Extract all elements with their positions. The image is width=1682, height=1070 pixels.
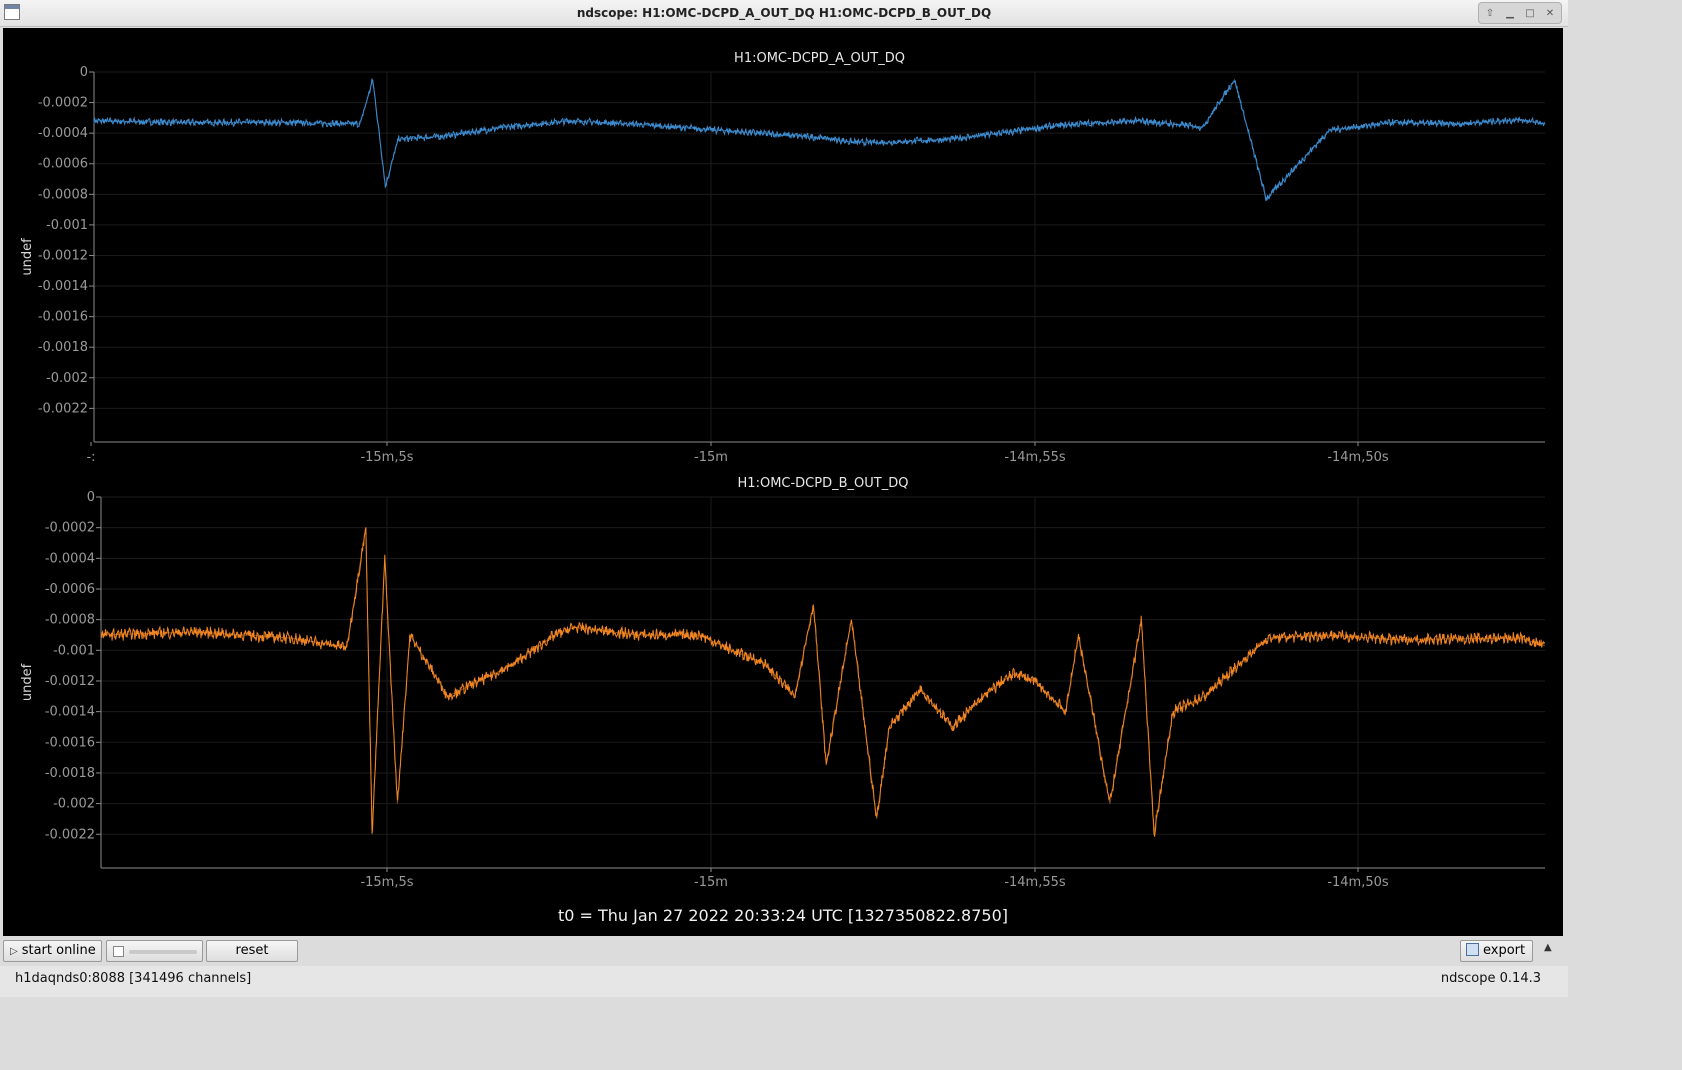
close-icon[interactable]: ✕	[1545, 7, 1555, 19]
x-tick-label: -15m,5s	[360, 875, 413, 890]
export-button[interactable]: export	[1460, 940, 1533, 962]
x-tick-label: -15m	[694, 450, 728, 465]
maximize-icon[interactable]: □	[1525, 7, 1535, 19]
export-label: export	[1483, 943, 1526, 958]
control-bar: ▷ start online reset export ▲	[0, 938, 1568, 966]
disabled-checkbox-control	[106, 940, 203, 962]
y-axis-label: undef	[20, 663, 35, 701]
y-tick-label: -0.002	[46, 371, 88, 386]
title-bar: ndscope: H1:OMC-DCPD_A_OUT_DQ H1:OMC-DCP…	[0, 0, 1568, 27]
x-tick-label: -14m,50s	[1327, 875, 1389, 890]
y-tick-label: -0.0016	[45, 735, 95, 750]
app-window-icon[interactable]	[4, 4, 20, 20]
series-trace	[100, 527, 1546, 837]
plot-area: 0 -0.0002 -0.0004 -0.0006 -0.0008 -0.001 -0.00…	[3, 28, 1563, 936]
y-tick-label: -0.0004	[45, 551, 95, 566]
y-tick-label: -0.0002	[45, 521, 95, 536]
y-tick-label: -0.0008	[45, 613, 95, 628]
x-tick-label: -14m,50s	[1327, 450, 1389, 465]
start-online-button[interactable]: ▷ start online	[3, 940, 102, 962]
series-trace	[93, 77, 1546, 202]
y-tick-label: -0.0016	[38, 310, 88, 325]
y-tick-label: -0.0022	[45, 827, 95, 842]
y-tick-label: 0	[80, 65, 88, 80]
server-status: h1daqnds0:8088 [341496 channels]	[15, 971, 252, 986]
x-tick-label: -14m,55s	[1004, 875, 1066, 890]
x-tick-label: -15m,5s	[360, 450, 413, 465]
y-tick-label: -0.0004	[38, 126, 88, 141]
y-tick-label: -0.0006	[38, 157, 88, 172]
y-tick-label: -0.0006	[45, 582, 95, 597]
start-online-label: start online	[21, 943, 96, 958]
plot-title: H1:OMC-DCPD_A_OUT_DQ	[734, 51, 905, 66]
window-controls: ⇧ ▁ □ ✕	[1478, 2, 1562, 24]
export-icon	[1466, 943, 1479, 956]
x-tick-label: -14m,55s	[1004, 450, 1066, 465]
y-tick-label: -0.001	[46, 218, 88, 233]
expand-arrow-icon[interactable]: ▲	[1544, 942, 1552, 953]
y-tick-label: -0.0012	[45, 674, 95, 689]
x-tick-label: -:	[86, 450, 95, 465]
y-tick-label: -0.0012	[38, 248, 88, 263]
minimize-icon[interactable]: ▁	[1506, 7, 1514, 19]
play-icon: ▷	[10, 946, 18, 957]
checkbox	[113, 946, 124, 957]
t0-label: t0 = Thu Jan 27 2022 20:33:24 UTC [13273…	[558, 906, 1008, 925]
y-tick-label: -0.002	[53, 797, 95, 812]
y-tick-label: -0.0008	[38, 187, 88, 202]
y-tick-label: -0.0022	[38, 401, 88, 416]
up-arrow-icon[interactable]: ⇧	[1485, 7, 1495, 19]
y-tick-label: -0.0002	[38, 96, 88, 111]
plot-title: H1:OMC-DCPD_B_OUT_DQ	[738, 476, 909, 491]
disabled-label-placeholder	[129, 950, 197, 954]
y-axis-label: undef	[20, 238, 35, 276]
y-tick-label: -0.001	[53, 643, 95, 658]
plots-canvas[interactable]: 0 -0.0002 -0.0004 -0.0006 -0.0008 -0.001 -0.00…	[3, 28, 1563, 936]
y-tick-label: 0	[87, 490, 95, 505]
status-bar: h1daqnds0:8088 [341496 channels] ndscope…	[0, 966, 1568, 997]
y-tick-label: -0.0018	[38, 340, 88, 355]
version-label: ndscope 0.14.3	[1440, 971, 1541, 986]
x-tick-label: -15m	[694, 875, 728, 890]
reset-button[interactable]: reset	[206, 940, 298, 962]
y-tick-label: -0.0014	[45, 705, 95, 720]
y-tick-label: -0.0014	[38, 279, 88, 294]
window-title: ndscope: H1:OMC-DCPD_A_OUT_DQ H1:OMC-DCP…	[576, 6, 992, 20]
y-tick-label: -0.0018	[45, 766, 95, 781]
